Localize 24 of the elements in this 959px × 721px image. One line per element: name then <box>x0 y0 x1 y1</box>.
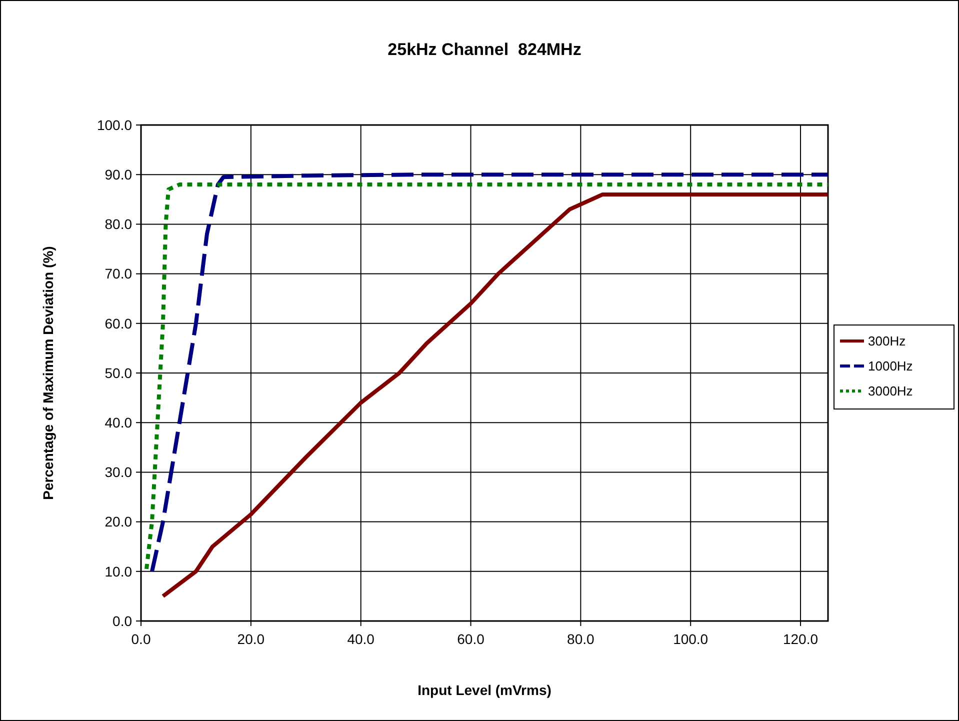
y-tick-label: 80.0 <box>104 216 132 232</box>
y-axis-title: Percentage of Maximum Deviation (%) <box>40 246 56 500</box>
x-tick-label: 80.0 <box>567 631 595 647</box>
legend-label: 3000Hz <box>868 384 913 399</box>
y-tick-label: 60.0 <box>104 315 132 332</box>
chart-title: 25kHz Channel 824MHz <box>388 40 582 59</box>
y-tick-label: 70.0 <box>104 266 132 282</box>
x-tick-label: 0.0 <box>131 631 151 647</box>
x-tick-label: 20.0 <box>237 631 265 647</box>
y-tick-label: 30.0 <box>104 464 132 480</box>
x-tick-label: 60.0 <box>457 631 485 647</box>
y-tick-label: 90.0 <box>104 166 132 182</box>
legend-label: 300Hz <box>868 334 906 349</box>
y-tick-label: 40.0 <box>104 414 132 430</box>
x-tick-label: 100.0 <box>673 631 708 647</box>
y-tick-label: 20.0 <box>104 514 132 530</box>
y-tick-label: 0.0 <box>112 612 132 629</box>
x-tick-label: 120.0 <box>782 631 818 647</box>
y-tick-label: 50.0 <box>104 364 132 381</box>
y-tick-label: 100.0 <box>96 116 132 133</box>
x-tick-label: 40.0 <box>347 631 375 647</box>
legend-label: 1000Hz <box>868 358 913 374</box>
x-axis-title: Input Level (mVrms) <box>418 682 552 698</box>
y-tick-label: 10.0 <box>104 563 132 580</box>
